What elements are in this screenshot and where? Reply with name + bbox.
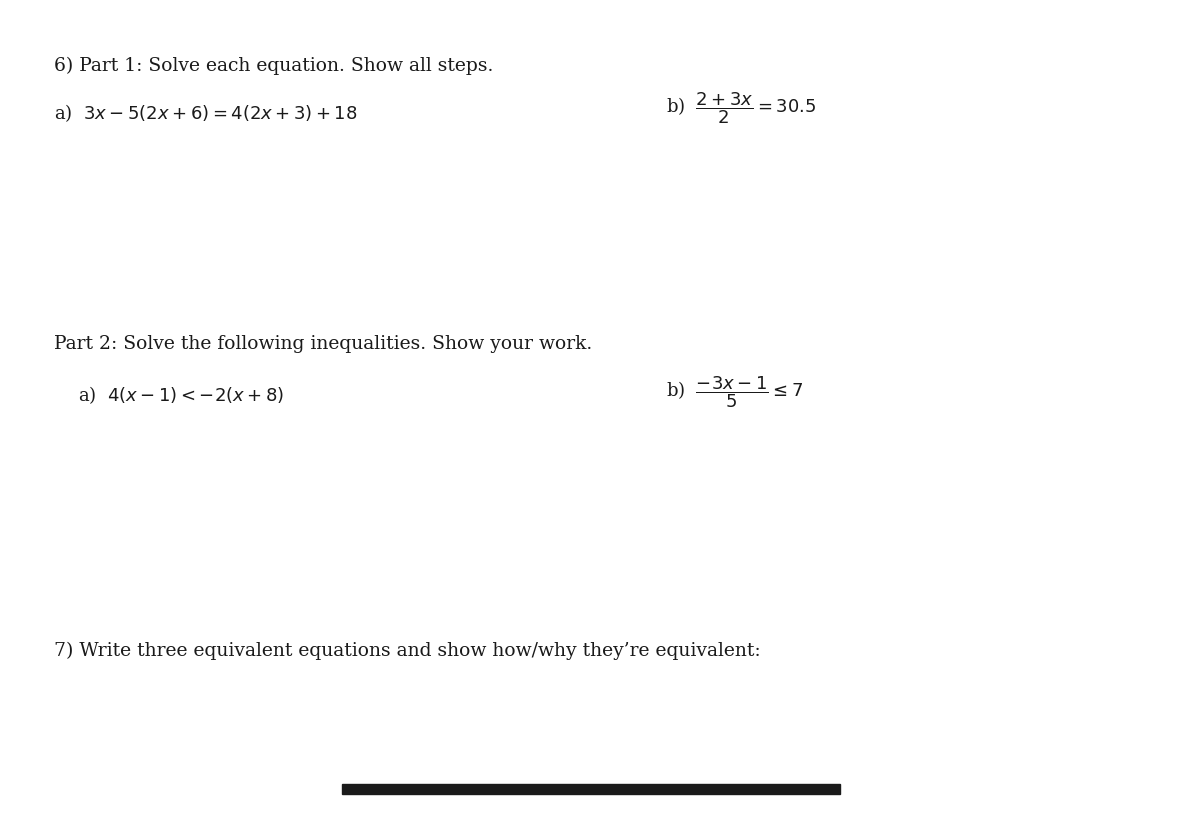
Text: a)  $4(x - 1) < -2(x + 8)$: a) $4(x - 1) < -2(x + 8)$ [78,384,284,406]
Text: b)  $\dfrac{-3x-1}{5} \leq 7$: b) $\dfrac{-3x-1}{5} \leq 7$ [666,374,803,410]
Text: b)  $\dfrac{2+3x}{2} = 30.5$: b) $\dfrac{2+3x}{2} = 30.5$ [666,90,816,126]
Text: 7) Write three equivalent equations and show how/why they’re equivalent:: 7) Write three equivalent equations and … [54,641,761,659]
FancyBboxPatch shape [342,784,840,794]
Text: a)  $3x - 5(2x + 6) = 4(2x + 3) + 18$: a) $3x - 5(2x + 6) = 4(2x + 3) + 18$ [54,102,358,124]
Text: 6) Part 1: Solve each equation. Show all steps.: 6) Part 1: Solve each equation. Show all… [54,57,493,75]
Text: Part 2: Solve the following inequalities. Show your work.: Part 2: Solve the following inequalities… [54,335,593,353]
